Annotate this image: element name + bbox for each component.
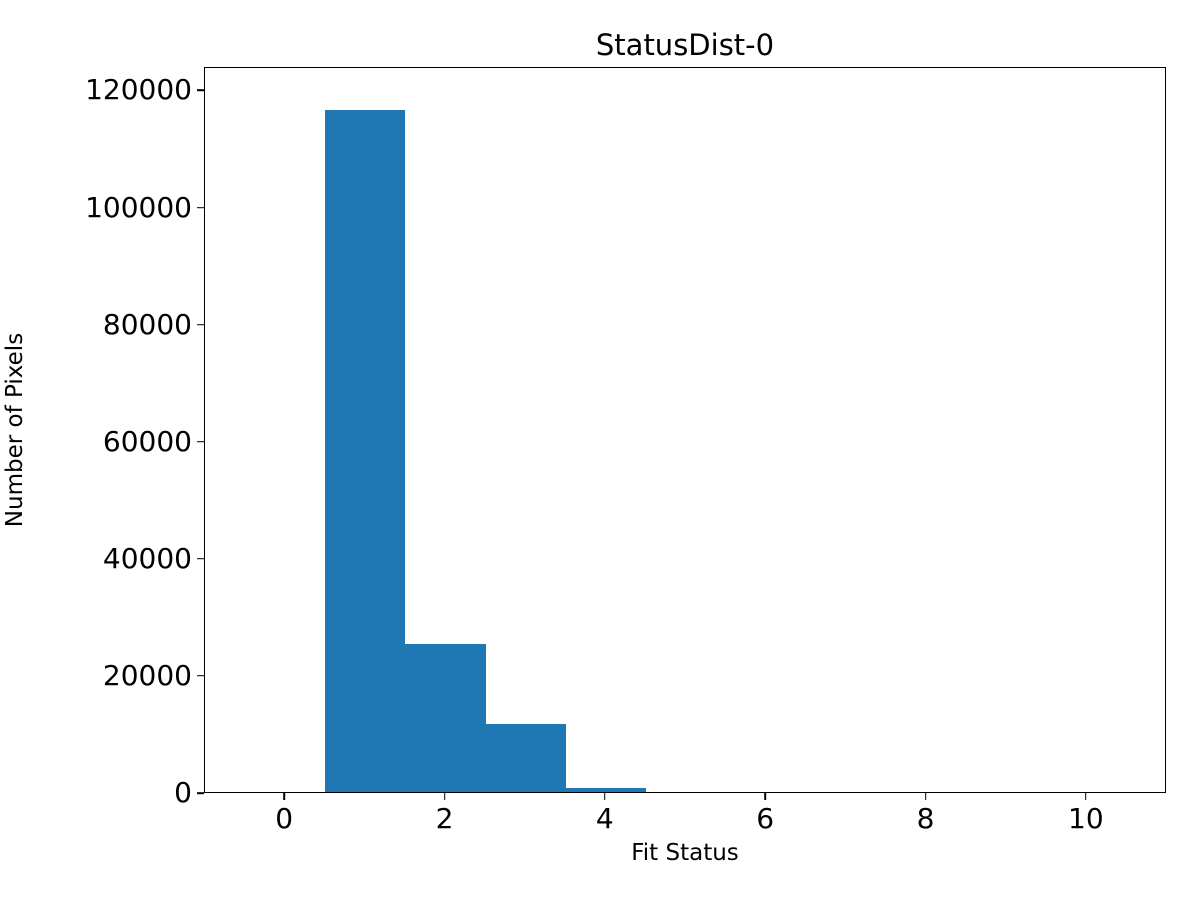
y-tick-label: 120000 xyxy=(85,73,192,107)
y-tick-label: 40000 xyxy=(102,541,192,575)
x-tick-label: 6 xyxy=(756,802,775,835)
x-tick-mark xyxy=(604,793,606,800)
y-tick-mark xyxy=(197,792,204,794)
y-tick-label: 0 xyxy=(174,776,192,809)
plot-area xyxy=(204,67,1166,793)
x-tick-mark xyxy=(1085,793,1087,800)
bar xyxy=(405,643,486,792)
y-tick-label: 60000 xyxy=(102,424,192,458)
x-tick-label: 2 xyxy=(435,802,454,835)
y-tick-label: 80000 xyxy=(102,307,192,341)
y-tick-mark xyxy=(197,675,204,677)
y-tick-mark xyxy=(197,323,204,326)
x-tick-label: 10 xyxy=(1068,802,1104,835)
x-axis-label: Fit Status xyxy=(631,840,739,866)
x-tick-mark xyxy=(443,793,446,800)
x-tick-label: 8 xyxy=(916,802,935,835)
y-axis-label: Number of Pixels xyxy=(0,67,30,793)
x-tick-label: 0 xyxy=(275,802,294,835)
y-tick-mark xyxy=(197,206,204,209)
bar xyxy=(565,788,646,792)
x-tick-label: 4 xyxy=(595,802,614,835)
y-tick-mark xyxy=(197,558,204,560)
chart-title: StatusDist-0 xyxy=(595,28,775,62)
y-tick-label: 100000 xyxy=(85,190,192,224)
bar xyxy=(485,723,566,792)
y-tick-label: 20000 xyxy=(102,658,192,692)
x-tick-mark xyxy=(764,793,766,800)
y-tick-mark xyxy=(197,89,204,92)
y-axis-label-text: Number of Pixels xyxy=(2,332,28,528)
y-tick-mark xyxy=(197,440,204,443)
x-tick-mark xyxy=(924,793,927,800)
bar xyxy=(325,109,406,792)
x-tick-mark xyxy=(283,793,285,800)
